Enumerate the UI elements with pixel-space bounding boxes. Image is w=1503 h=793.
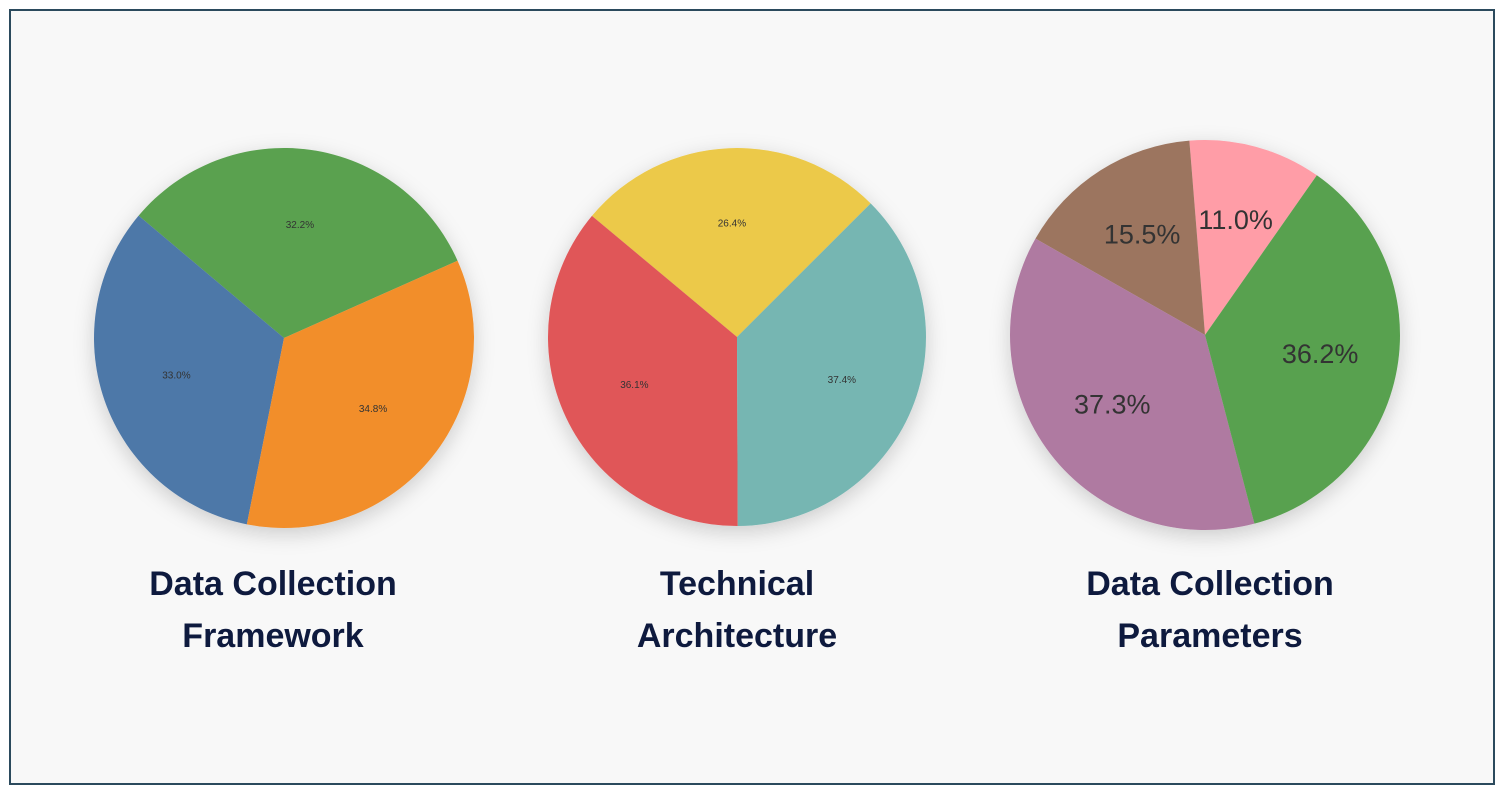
slice-label: 33.0%: [162, 370, 190, 381]
pie-slice: [94, 215, 284, 525]
slice-label: 15.5%: [1104, 219, 1181, 249]
pie-slice: [1205, 175, 1401, 524]
chart-title: Technical Architecture: [636, 565, 838, 655]
pie: [548, 148, 926, 526]
pie-slice: [138, 147, 458, 338]
pie: [94, 147, 475, 528]
pie-slice: [548, 215, 738, 526]
slice-label: 34.8%: [359, 404, 387, 415]
chart-title: Data Collection Parameters: [1086, 565, 1334, 655]
pie-slice: [246, 260, 475, 528]
pie-slice: [1189, 140, 1317, 335]
slice-label: 36.2%: [1282, 339, 1359, 369]
slice-label: 36.1%: [620, 380, 648, 391]
pie-slice: [591, 148, 871, 337]
slice-label: 26.4%: [718, 218, 746, 229]
chart-title: Data Collection Framework: [149, 565, 397, 655]
slice-label: 37.3%: [1074, 389, 1151, 419]
slice-label: 37.4%: [828, 375, 856, 386]
pie-slice: [737, 203, 926, 526]
pie-slice: [1035, 140, 1205, 335]
pie: [1010, 140, 1401, 531]
pie-slice: [1010, 238, 1255, 531]
slice-label: 32.2%: [286, 220, 314, 231]
slice-label: 11.0%: [1198, 205, 1273, 235]
